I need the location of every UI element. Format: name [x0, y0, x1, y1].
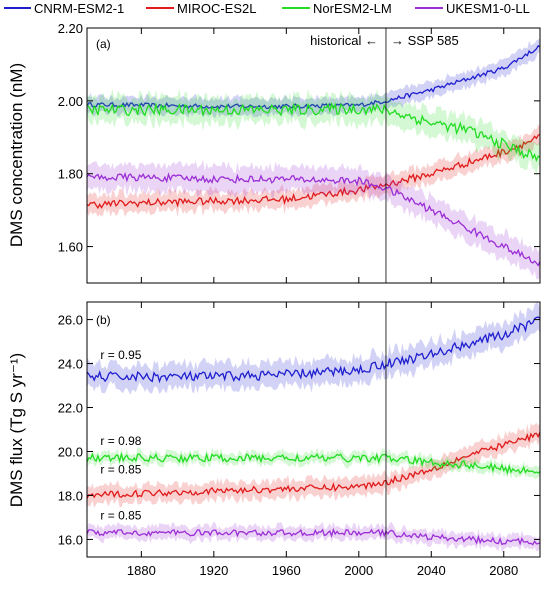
series-line [86, 527, 541, 546]
panel-a-label: (a) [96, 37, 111, 51]
panel-b-y-axis: 16.0 18.0 20.0 22.0 24.0 26.0 [58, 313, 540, 547]
legend-item: NorESM2-LM [282, 1, 392, 16]
legend-item: MIROC-ES2L [146, 1, 256, 16]
x-tick-label: 2040 [417, 563, 446, 578]
y-tick-label: 20.0 [58, 444, 83, 459]
series-band [87, 37, 540, 119]
legend-label: NorESM2-LM [313, 1, 392, 16]
legend-label: MIROC-ES2L [177, 1, 256, 16]
historical-label: historical ← [310, 33, 378, 48]
correlation-label: r = 0.85 [100, 509, 141, 523]
y-tick-label: 2.20 [58, 21, 83, 36]
series-line [86, 451, 541, 475]
x-tick-label: 1920 [199, 563, 228, 578]
panel-b-x-axis: 1880 1920 1960 2000 2040 2080 [127, 302, 518, 578]
series-band [87, 88, 540, 177]
panel-a-x-axis [140, 28, 505, 283]
legend-label: CNRM-ESM2-1 [34, 1, 124, 16]
correlation-label: r = 0.98 [100, 434, 141, 448]
series-line [86, 44, 541, 110]
panel-b: 16.0 18.0 20.0 22.0 24.0 26.0 1880 1920 1960 200… [7, 301, 541, 578]
series-band [87, 160, 540, 280]
panel-b-label: (b) [96, 313, 111, 327]
y-tick-label: 2.00 [58, 94, 83, 109]
y-tick-label: 22.0 [58, 401, 83, 416]
legend: CNRM-ESM2-1 MIROC-ES2L NorESM2-LM UKESM1… [4, 1, 530, 16]
panel-b-y-label: DMS flux (Tg S yr⁻¹) [7, 353, 26, 507]
y-tick-label: 16.0 [58, 532, 83, 547]
correlation-label: r = 0.85 [100, 462, 141, 476]
x-tick-label: 1880 [127, 563, 156, 578]
series-line [86, 431, 541, 499]
series-band [87, 447, 540, 479]
y-tick-label: 1.60 [58, 240, 83, 255]
legend-label: UKESM1-0-LL [446, 1, 530, 16]
series-band [87, 422, 540, 508]
x-tick-label: 1960 [272, 563, 301, 578]
panel-a: 1.60 1.80 2.00 2.20 (a) historical ← → SSP … [7, 21, 541, 284]
series-band [87, 124, 540, 218]
x-tick-label: 2000 [344, 563, 373, 578]
correlation-annotations: r = 0.95 r = 0.98 r = 0.85 r = 0.85 [100, 348, 141, 522]
legend-item: UKESM1-0-LL [415, 1, 530, 16]
series-band [87, 302, 540, 395]
panel-a-series [86, 37, 541, 280]
x-tick-label: 2080 [489, 563, 518, 578]
panel-b-frame [86, 301, 541, 558]
panel-a-frame [86, 27, 541, 284]
panel-b-series [86, 302, 541, 553]
series-line [86, 316, 541, 384]
panel-a-y-label: DMS concentration (nM) [7, 63, 26, 247]
legend-item: CNRM-ESM2-1 [4, 1, 124, 16]
ssp585-label: → SSP 585 [391, 33, 459, 48]
series-line [86, 172, 541, 267]
series-line [86, 133, 541, 210]
y-tick-label: 26.0 [58, 313, 83, 328]
correlation-label: r = 0.95 [100, 348, 141, 362]
y-tick-label: 1.80 [58, 167, 83, 182]
panel-a-y-axis: 1.60 1.80 2.00 2.20 [58, 21, 540, 255]
y-tick-label: 24.0 [58, 357, 83, 372]
series-band [87, 521, 540, 553]
series-line [86, 101, 541, 163]
y-tick-label: 18.0 [58, 488, 83, 503]
